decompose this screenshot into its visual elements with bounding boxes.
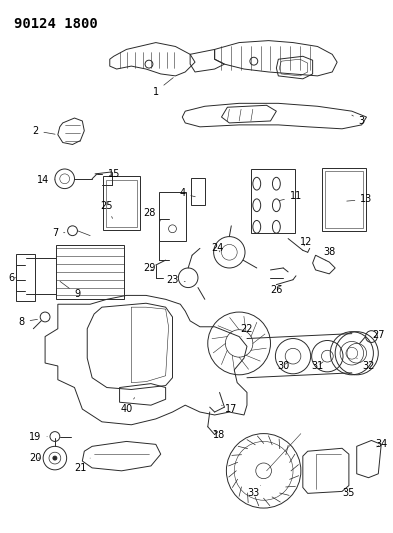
Text: 3: 3 <box>352 115 365 126</box>
Text: 40: 40 <box>120 398 135 414</box>
Text: 26: 26 <box>270 285 283 295</box>
Text: 32: 32 <box>357 358 375 371</box>
Text: 27: 27 <box>372 329 384 340</box>
Text: 29: 29 <box>143 263 155 273</box>
Text: 22: 22 <box>241 324 253 336</box>
Text: 90124 1800: 90124 1800 <box>14 17 97 31</box>
Text: 2: 2 <box>32 126 55 136</box>
Text: 31: 31 <box>311 361 324 371</box>
Text: 23: 23 <box>166 274 185 285</box>
Text: 20: 20 <box>29 453 42 463</box>
Bar <box>325 171 363 228</box>
Text: 28: 28 <box>143 208 161 221</box>
Bar <box>191 178 205 205</box>
Text: 15: 15 <box>108 169 120 179</box>
Text: 24: 24 <box>211 244 224 253</box>
Circle shape <box>53 456 57 460</box>
Bar <box>322 167 366 231</box>
Bar <box>103 176 140 230</box>
Text: 4: 4 <box>179 189 195 198</box>
Text: 30: 30 <box>277 361 289 371</box>
Text: 13: 13 <box>347 195 373 204</box>
Bar <box>16 254 35 301</box>
Text: 35: 35 <box>343 488 355 498</box>
Bar <box>159 191 186 240</box>
Text: 1: 1 <box>153 78 173 96</box>
Text: 12: 12 <box>299 238 312 247</box>
Bar <box>106 180 137 227</box>
Text: 14: 14 <box>37 175 55 185</box>
Bar <box>56 245 125 299</box>
Text: 34: 34 <box>375 439 387 449</box>
Text: 18: 18 <box>213 430 226 440</box>
Text: 11: 11 <box>279 191 302 201</box>
Text: 38: 38 <box>323 247 335 260</box>
Text: 17: 17 <box>222 404 237 414</box>
Text: 8: 8 <box>18 317 37 327</box>
Text: 25: 25 <box>101 201 113 219</box>
Text: 7: 7 <box>52 228 65 238</box>
Text: 9: 9 <box>60 281 81 300</box>
Text: 21: 21 <box>74 458 90 473</box>
Bar <box>252 169 296 233</box>
Text: 6: 6 <box>9 273 16 283</box>
Text: 33: 33 <box>248 486 261 498</box>
Text: 19: 19 <box>29 432 47 441</box>
